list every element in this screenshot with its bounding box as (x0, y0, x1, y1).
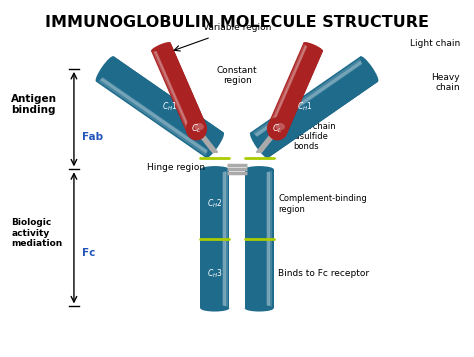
Polygon shape (253, 60, 365, 139)
Text: Fc: Fc (82, 248, 95, 258)
Polygon shape (250, 56, 378, 158)
Polygon shape (96, 56, 224, 158)
Polygon shape (267, 169, 270, 308)
Text: $C_H1$: $C_H1$ (162, 101, 177, 114)
Text: $C_H3$: $C_H3$ (207, 267, 223, 280)
Text: Fab: Fab (82, 131, 103, 141)
Polygon shape (225, 169, 228, 308)
Text: Light chain: Light chain (410, 39, 460, 49)
Polygon shape (245, 169, 261, 308)
Ellipse shape (187, 124, 206, 134)
Polygon shape (151, 42, 206, 133)
Text: Biologic
activity
mediation: Biologic activity mediation (11, 218, 63, 248)
Polygon shape (270, 44, 308, 126)
Text: IMMUNOGLOBULIN MOLECULE STRUCTURE: IMMUNOGLOBULIN MOLECULE STRUCTURE (45, 15, 429, 30)
Polygon shape (258, 68, 378, 158)
Polygon shape (251, 57, 363, 136)
Text: $C_L$: $C_L$ (191, 122, 202, 135)
Text: Constant
region: Constant region (217, 66, 257, 85)
Text: Heavy
chain: Heavy chain (431, 73, 460, 92)
Polygon shape (266, 169, 269, 308)
Text: Interchain
disulfide
bonds: Interchain disulfide bonds (293, 122, 336, 151)
Ellipse shape (268, 124, 287, 134)
Text: Complement-binding
region: Complement-binding region (279, 194, 367, 214)
Text: $C_L$: $C_L$ (272, 122, 283, 135)
Text: Antigen
binding: Antigen binding (11, 94, 57, 115)
Polygon shape (152, 50, 190, 132)
Polygon shape (276, 46, 323, 133)
Ellipse shape (360, 56, 378, 82)
Text: $C_H1$: $C_H1$ (297, 101, 312, 114)
Text: $C_H2$: $C_H2$ (207, 198, 223, 210)
Ellipse shape (275, 123, 285, 130)
Polygon shape (223, 169, 226, 308)
Polygon shape (97, 78, 209, 157)
Ellipse shape (267, 117, 288, 141)
Polygon shape (268, 42, 323, 133)
Polygon shape (201, 169, 229, 308)
Polygon shape (201, 169, 216, 308)
Ellipse shape (206, 132, 224, 158)
Text: Hinge region: Hinge region (147, 163, 205, 172)
Polygon shape (253, 60, 365, 138)
Ellipse shape (245, 305, 273, 312)
Polygon shape (99, 75, 210, 154)
Ellipse shape (186, 117, 207, 141)
Polygon shape (154, 49, 191, 132)
Ellipse shape (201, 166, 229, 172)
Text: Binds to Fc receptor: Binds to Fc receptor (279, 269, 370, 278)
Ellipse shape (96, 56, 114, 82)
Ellipse shape (303, 42, 323, 51)
Polygon shape (104, 56, 224, 146)
Ellipse shape (250, 132, 268, 158)
Polygon shape (271, 44, 309, 127)
Ellipse shape (201, 305, 229, 312)
Polygon shape (222, 169, 225, 308)
Polygon shape (154, 49, 191, 132)
Text: Variable region: Variable region (203, 23, 271, 32)
Polygon shape (245, 169, 273, 308)
Polygon shape (98, 76, 210, 155)
Polygon shape (160, 42, 206, 129)
Polygon shape (269, 169, 272, 308)
Polygon shape (269, 43, 306, 126)
Ellipse shape (194, 123, 204, 130)
Ellipse shape (245, 166, 273, 172)
Ellipse shape (151, 42, 171, 51)
